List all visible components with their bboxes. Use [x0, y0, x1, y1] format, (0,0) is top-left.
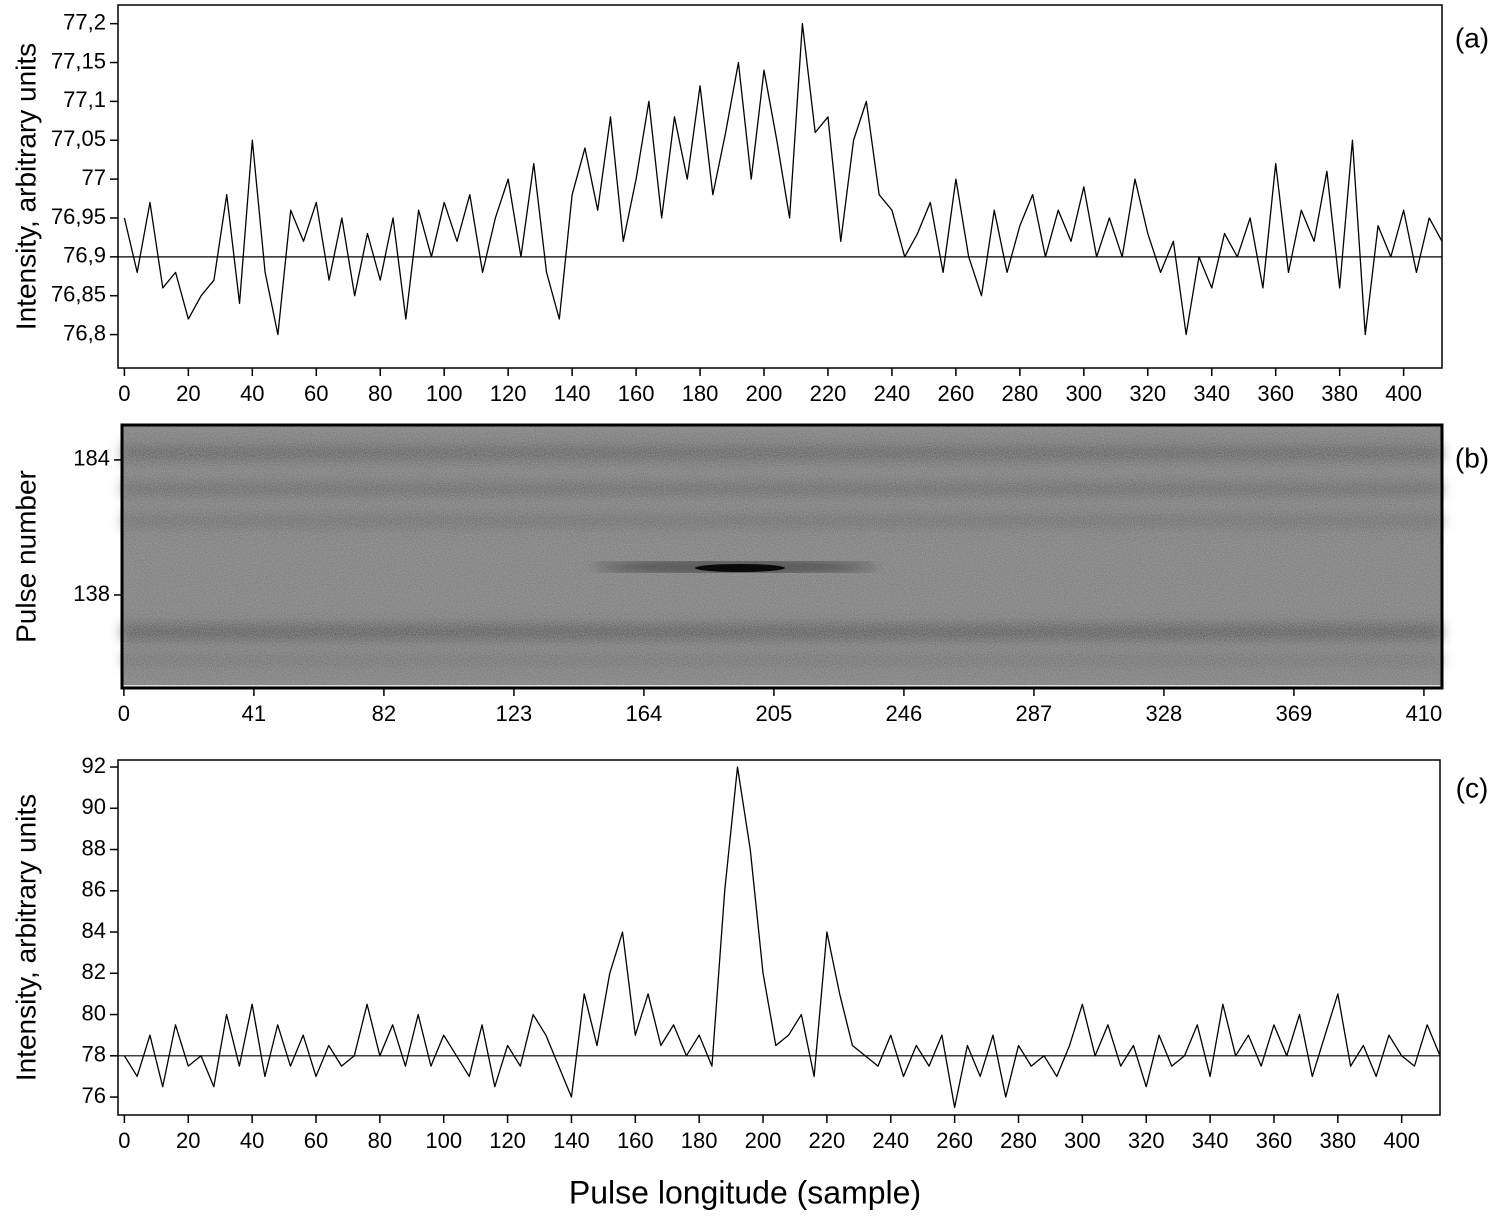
x-tick-label: 164 [626, 701, 663, 726]
x-tick-label: 328 [1146, 701, 1183, 726]
x-tick-label: 120 [489, 1128, 526, 1153]
x-tick-label: 287 [1016, 701, 1053, 726]
x-tick-label: 20 [176, 1128, 200, 1153]
x-tick-label: 120 [490, 381, 527, 406]
y-tick-label: 76 [82, 1083, 106, 1108]
x-tick-label: 320 [1129, 381, 1166, 406]
y-tick-label: 77,05 [51, 126, 106, 151]
x-tick-label: 369 [1276, 701, 1313, 726]
x-tick-label: 140 [553, 1128, 590, 1153]
x-tick-label: 100 [426, 381, 463, 406]
x-tick-label: 100 [425, 1128, 462, 1153]
x-tick-label: 340 [1192, 1128, 1229, 1153]
x-tick-label: 380 [1321, 381, 1358, 406]
plot-frame [117, 759, 1441, 1116]
panel-annotation: (b) [1455, 442, 1489, 473]
x-tick-label: 80 [368, 1128, 392, 1153]
x-tick-label: 41 [242, 701, 266, 726]
x-tick-label: 220 [810, 381, 847, 406]
x-tick-label: 180 [681, 1128, 718, 1153]
y-tick-label: 76,9 [63, 243, 106, 268]
y-tick-label: 77,15 [51, 48, 106, 73]
x-tick-label: 246 [886, 701, 923, 726]
y-tick-label: 90 [82, 794, 106, 819]
data-line [123, 766, 1441, 1109]
x-tick-label: 0 [118, 381, 130, 406]
y-tick-label: 76,85 [51, 282, 106, 307]
x-tick-label: 60 [304, 381, 328, 406]
x-tick-label: 280 [1001, 381, 1038, 406]
y-tick-label: 92 [82, 753, 106, 778]
x-tick-label: 300 [1064, 1128, 1101, 1153]
y-tick-label: 76,8 [63, 320, 106, 345]
y-tick-label: 77,1 [63, 87, 106, 112]
y-tick-label: 138 [73, 581, 110, 606]
y-axis-label: Intensity, arbitrary units [10, 794, 41, 1081]
y-tick-label: 78 [82, 1042, 106, 1067]
y-tick-label: 88 [82, 835, 106, 860]
x-tick-label: 180 [682, 381, 719, 406]
x-tick-label: 0 [118, 701, 130, 726]
x-tick-label: 410 [1406, 701, 1443, 726]
x-tick-label: 160 [617, 1128, 654, 1153]
x-tick-label: 300 [1065, 381, 1102, 406]
y-tick-label: 184 [73, 446, 110, 471]
x-tick-label: 60 [304, 1128, 328, 1153]
x-tick-label: 200 [745, 1128, 782, 1153]
x-tick-label: 360 [1256, 1128, 1293, 1153]
y-tick-label: 80 [82, 1000, 106, 1025]
x-tick-label: 40 [240, 381, 264, 406]
data-line [123, 23, 1443, 336]
x-tick-label: 360 [1257, 381, 1294, 406]
image-noise [122, 425, 1442, 688]
x-tick-label: 20 [176, 381, 200, 406]
x-tick-label: 80 [368, 381, 392, 406]
x-tick-label: 400 [1385, 381, 1422, 406]
y-tick-label: 86 [82, 877, 106, 902]
x-tick-label: 280 [1000, 1128, 1037, 1153]
y-tick-label: 77,2 [63, 9, 106, 34]
x-tick-label: 40 [240, 1128, 264, 1153]
y-axis-label: Pulse number [10, 470, 41, 643]
panel-annotation: (a) [1455, 22, 1489, 53]
x-tick-label: 200 [746, 381, 783, 406]
y-tick-label: 76,95 [51, 204, 106, 229]
x-tick-label: 400 [1383, 1128, 1420, 1153]
x-tick-label: 123 [496, 701, 533, 726]
plot-frame [120, 423, 1444, 690]
y-tick-label: 84 [82, 918, 106, 943]
x-axis-label: Pulse longitude (sample) [569, 1174, 921, 1210]
x-tick-label: 82 [372, 701, 396, 726]
image-panel [122, 425, 1442, 688]
y-axis-label: Intensity, arbitrary units [10, 43, 41, 330]
x-tick-label: 260 [938, 381, 975, 406]
x-tick-label: 160 [618, 381, 655, 406]
x-tick-label: 340 [1193, 381, 1230, 406]
plot-frame [117, 4, 1443, 369]
panel-annotation: (c) [1456, 772, 1489, 803]
x-tick-label: 240 [872, 1128, 909, 1153]
image-feature-core [695, 564, 785, 572]
x-tick-label: 205 [756, 701, 793, 726]
y-tick-label: 82 [82, 959, 106, 984]
x-tick-label: 380 [1319, 1128, 1356, 1153]
x-tick-label: 320 [1128, 1128, 1165, 1153]
x-tick-label: 220 [809, 1128, 846, 1153]
x-tick-label: 240 [874, 381, 911, 406]
y-tick-label: 77 [82, 165, 106, 190]
x-tick-label: 260 [936, 1128, 973, 1153]
x-tick-label: 140 [554, 381, 591, 406]
x-tick-label: 0 [118, 1128, 130, 1153]
